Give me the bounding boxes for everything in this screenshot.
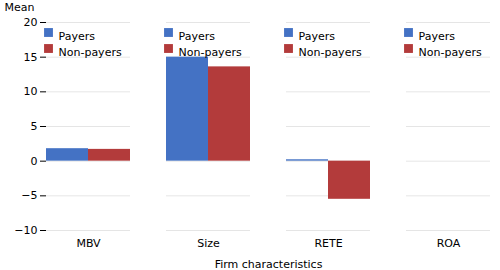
svg-text:Non-payers: Non-payers — [299, 46, 362, 59]
svg-text:20: 20 — [24, 16, 38, 29]
svg-text:−10: −10 — [14, 224, 37, 237]
svg-text:Non-payers: Non-payers — [59, 46, 122, 59]
svg-text:15: 15 — [24, 51, 38, 64]
svg-text:Size: Size — [197, 237, 220, 250]
svg-text:Payers: Payers — [299, 30, 336, 43]
svg-text:−5: −5 — [21, 189, 37, 202]
svg-text:Non-payers: Non-payers — [179, 46, 242, 59]
svg-text:RETE: RETE — [314, 237, 342, 250]
svg-text:Firm characteristics: Firm characteristics — [215, 258, 323, 270]
svg-text:ROA: ROA — [437, 237, 461, 250]
svg-text:Payers: Payers — [419, 30, 456, 43]
svg-text:5: 5 — [31, 120, 38, 133]
svg-text:10: 10 — [24, 85, 38, 98]
svg-text:Payers: Payers — [59, 30, 96, 43]
svg-text:Non-payers: Non-payers — [419, 46, 482, 59]
svg-text:0: 0 — [31, 155, 38, 168]
svg-text:Mean: Mean — [5, 1, 35, 14]
svg-text:MBV: MBV — [76, 237, 101, 250]
svg-text:Payers: Payers — [179, 30, 216, 43]
